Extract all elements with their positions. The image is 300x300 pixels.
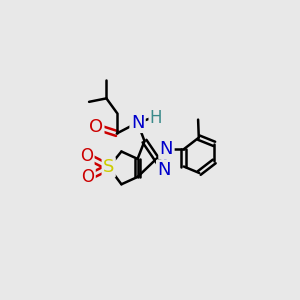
- Text: N: N: [131, 114, 144, 132]
- Text: O: O: [80, 147, 93, 165]
- Text: N: N: [158, 161, 171, 179]
- Text: O: O: [89, 118, 103, 136]
- Text: N: N: [160, 140, 173, 158]
- Text: S: S: [103, 158, 114, 176]
- Text: O: O: [81, 168, 94, 186]
- Text: H: H: [150, 109, 162, 127]
